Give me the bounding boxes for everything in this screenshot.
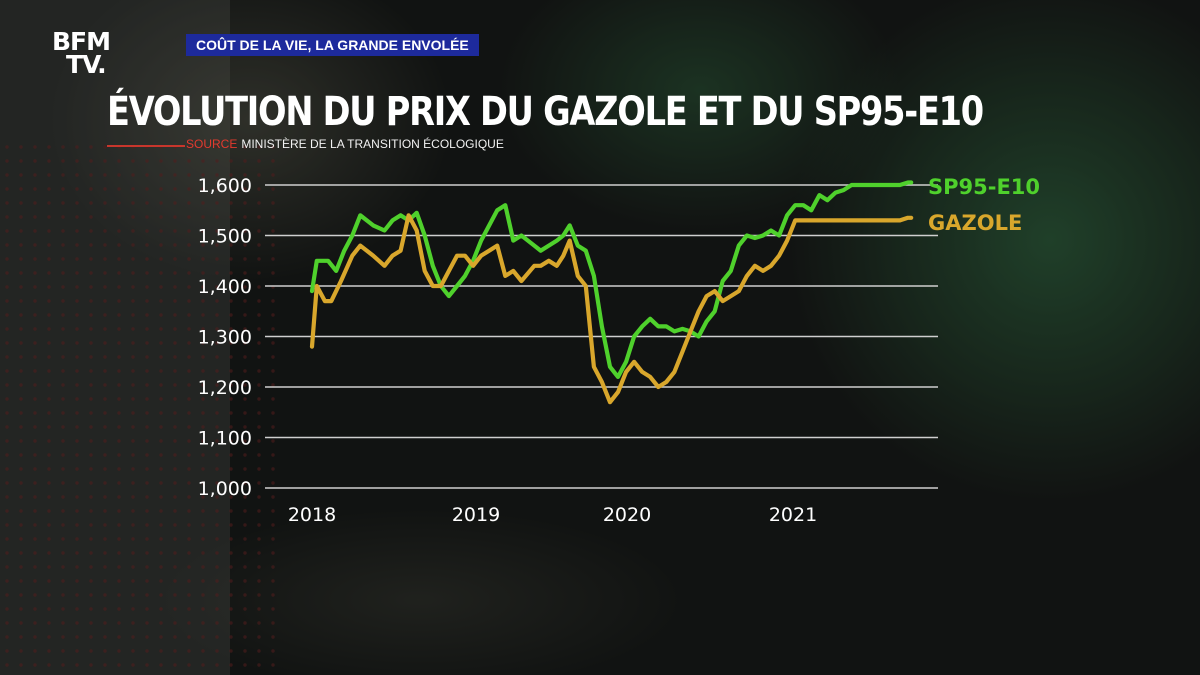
logo-line-2: TV. bbox=[66, 50, 107, 79]
grid-lines bbox=[265, 184, 938, 489]
sp95-e10-line bbox=[309, 180, 914, 379]
x-tick-label: 2020 bbox=[603, 504, 651, 526]
source-accent-line bbox=[107, 145, 185, 147]
topic-banner: COÛT DE LA VIE, LA GRANDE ENVOLÉE bbox=[186, 34, 479, 56]
legend-sp95-e10: SP95-E10 bbox=[928, 175, 1040, 199]
source-caption: SOURCE MINISTÈRE DE LA TRANSITION ÉCOLOGI… bbox=[186, 137, 504, 151]
y-tick-label: 1,200 bbox=[198, 377, 252, 399]
y-tick-label: 1,400 bbox=[198, 276, 252, 298]
x-tick-label: 2018 bbox=[288, 504, 336, 526]
source-text: MINISTÈRE DE LA TRANSITION ÉCOLOGIQUE bbox=[241, 137, 504, 151]
x-axis-tick-labels: 2018 2019 2020 2021 bbox=[288, 504, 817, 526]
series-lines bbox=[309, 180, 914, 405]
y-tick-label: 1,000 bbox=[198, 478, 252, 500]
x-tick-label: 2021 bbox=[769, 504, 817, 526]
bfmtv-logo: BFM TV. bbox=[52, 27, 118, 79]
chart-title: ÉVOLUTION DU PRIX DU GAZOLE ET DU SP95-E… bbox=[107, 89, 984, 135]
x-tick-label: 2019 bbox=[452, 504, 500, 526]
legend-gazole: GAZOLE bbox=[928, 211, 1022, 235]
source-label: SOURCE bbox=[186, 137, 238, 151]
series-legend: SP95-E10 GAZOLE bbox=[928, 175, 1040, 235]
y-tick-label: 1,100 bbox=[198, 428, 252, 450]
y-tick-label: 1,500 bbox=[198, 226, 252, 248]
y-axis-tick-labels: 1,600 1,500 1,400 1,300 1,200 1,100 1,000 bbox=[198, 175, 252, 500]
y-tick-label: 1,300 bbox=[198, 327, 252, 349]
y-tick-label: 1,600 bbox=[198, 175, 252, 197]
logo-line-1: BFM bbox=[52, 27, 111, 56]
gazole-line bbox=[309, 213, 914, 405]
